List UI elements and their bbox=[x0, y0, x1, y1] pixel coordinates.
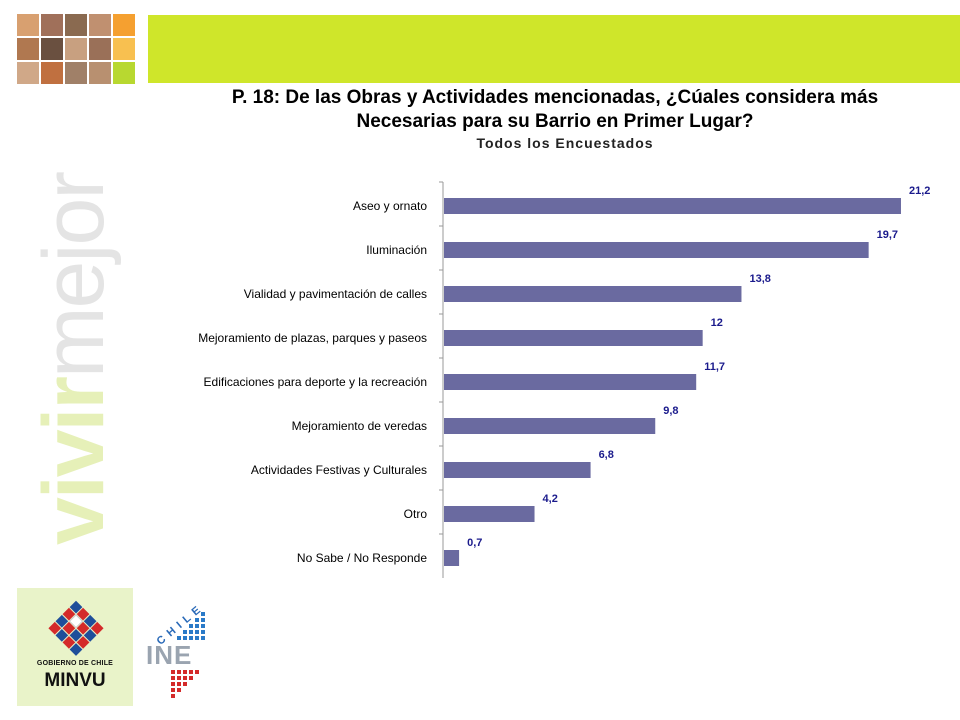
chart-title-line2: Necesarias para su Barrio en Primer Luga… bbox=[356, 111, 754, 132]
category-label: Iluminación bbox=[366, 243, 427, 257]
value-label: 19,7 bbox=[877, 229, 898, 241]
photo-tile bbox=[89, 38, 111, 60]
tagline-vivir: vivir bbox=[26, 377, 122, 545]
category-label: Vialidad y pavimentación de calles bbox=[244, 287, 427, 301]
photo-tile bbox=[41, 38, 63, 60]
ine-blue-dots bbox=[177, 612, 205, 640]
color-tile bbox=[113, 62, 135, 84]
chart-subtitle: Todos los Encuestados bbox=[476, 135, 654, 151]
photo-tile bbox=[65, 14, 87, 36]
bar bbox=[444, 242, 869, 258]
value-label: 6,8 bbox=[599, 449, 614, 461]
photo-tile bbox=[17, 38, 39, 60]
value-label: 21,2 bbox=[909, 185, 930, 197]
photo-collage bbox=[17, 14, 135, 84]
ine-red-dots bbox=[171, 670, 199, 698]
tagline-mejor: mejor bbox=[26, 172, 122, 378]
top-banner bbox=[148, 15, 960, 83]
bar-chart: Aseo y ornato 21,2 Iluminación 19,7 Vialidad… bbox=[198, 181, 930, 578]
photo-tile bbox=[89, 62, 111, 84]
tagline-vertical: vivirmejor bbox=[26, 172, 122, 545]
bar bbox=[444, 462, 591, 478]
value-label: 11,7 bbox=[704, 361, 725, 373]
bar bbox=[444, 330, 703, 346]
category-label: Otro bbox=[404, 507, 428, 521]
category-label: Edificaciones para deporte y la recreaci… bbox=[204, 375, 427, 389]
bar bbox=[444, 198, 901, 214]
category-label: No Sabe / No Responde bbox=[297, 551, 427, 565]
chart-title-line1: P. 18: De las Obras y Actividades mencio… bbox=[231, 87, 879, 108]
bar bbox=[444, 418, 656, 434]
bar bbox=[444, 374, 697, 390]
value-label: 13,8 bbox=[749, 273, 770, 285]
value-label: 12 bbox=[711, 317, 723, 329]
chart-title: P. 18: De las Obras y Actividades mencio… bbox=[150, 86, 960, 134]
value-label: 4,2 bbox=[543, 493, 558, 505]
photo-tile bbox=[65, 38, 87, 60]
ine-logo: CHILE INE bbox=[146, 601, 207, 698]
photo-tile bbox=[41, 14, 63, 36]
color-tile bbox=[113, 38, 135, 60]
category-label: Mejoramiento de veredas bbox=[292, 419, 427, 433]
photo-tile bbox=[89, 14, 111, 36]
photo-tile bbox=[41, 62, 63, 84]
ine-name-text: INE bbox=[146, 640, 192, 670]
photo-tile bbox=[17, 14, 39, 36]
ministry-name: MINVU bbox=[44, 670, 106, 691]
value-label: 9,8 bbox=[663, 405, 678, 417]
bar bbox=[444, 506, 535, 522]
bar bbox=[444, 286, 742, 302]
tagline-text: vivirmejor bbox=[26, 172, 122, 545]
minvu-logo-panel: GOBIERNO DE CHILE MINVU bbox=[17, 588, 133, 706]
photo-tile bbox=[65, 62, 87, 84]
category-label: Aseo y ornato bbox=[353, 199, 427, 213]
value-label: 0,7 bbox=[467, 537, 482, 549]
photo-tile bbox=[17, 62, 39, 84]
category-label: Actividades Festivas y Culturales bbox=[251, 463, 427, 477]
color-tile bbox=[113, 14, 135, 36]
gov-label: GOBIERNO DE CHILE bbox=[36, 660, 114, 667]
bar bbox=[444, 550, 460, 566]
minvu-emblem-icon bbox=[48, 600, 104, 656]
category-label: Mejoramiento de plazas, parques y paseos bbox=[198, 331, 427, 345]
